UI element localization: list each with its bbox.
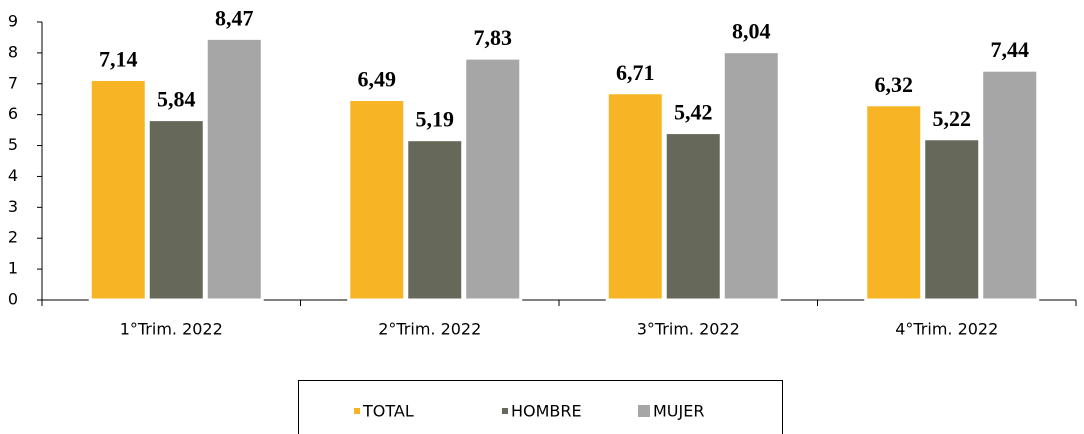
y-tick-label: 4 bbox=[8, 166, 18, 185]
bar bbox=[88, 77, 148, 302]
value-label: 5,84 bbox=[157, 87, 196, 112]
value-label: 5,22 bbox=[933, 106, 972, 131]
legend-label: MUJER bbox=[653, 402, 704, 421]
x-tick-label: 3°Trim. 2022 bbox=[637, 320, 740, 339]
value-label: 7,44 bbox=[991, 37, 1030, 62]
bar bbox=[146, 118, 206, 302]
legend-box bbox=[298, 380, 783, 434]
bar bbox=[663, 131, 723, 302]
bar bbox=[204, 36, 264, 302]
bar bbox=[405, 138, 465, 302]
value-label: 6,49 bbox=[358, 67, 397, 92]
bar bbox=[463, 56, 523, 302]
x-tick-label: 4°Trim. 2022 bbox=[895, 320, 998, 339]
legend-swatch bbox=[354, 408, 360, 414]
x-tick-label: 2°Trim. 2022 bbox=[378, 320, 481, 339]
bar bbox=[980, 68, 1040, 302]
bar bbox=[347, 98, 407, 302]
legend-swatch bbox=[502, 408, 508, 414]
y-tick-label: 7 bbox=[8, 73, 18, 92]
x-tick-label: 1°Trim. 2022 bbox=[120, 320, 223, 339]
y-tick-label: 9 bbox=[8, 12, 18, 31]
legend-swatch bbox=[638, 405, 650, 417]
value-label: 5,19 bbox=[416, 107, 455, 132]
value-label: 6,71 bbox=[616, 60, 655, 85]
value-label: 6,32 bbox=[875, 72, 914, 97]
y-tick-label: 8 bbox=[8, 42, 18, 61]
y-tick-label: 6 bbox=[8, 104, 18, 123]
value-label: 8,47 bbox=[215, 5, 254, 30]
value-label: 7,83 bbox=[474, 25, 513, 50]
y-tick-label: 5 bbox=[8, 135, 18, 154]
y-tick-label: 0 bbox=[8, 290, 18, 309]
value-label: 7,14 bbox=[99, 47, 138, 72]
y-tick-label: 3 bbox=[8, 197, 18, 216]
bar bbox=[721, 50, 781, 302]
value-label: 5,42 bbox=[674, 100, 713, 125]
value-label: 8,04 bbox=[732, 19, 771, 44]
legend-label: HOMBRE bbox=[511, 402, 582, 421]
legend-label: TOTAL bbox=[362, 402, 414, 421]
bar bbox=[922, 137, 982, 302]
bar bbox=[864, 103, 924, 302]
y-tick-label: 1 bbox=[8, 259, 18, 278]
y-tick-label: 2 bbox=[8, 228, 18, 247]
bar bbox=[605, 91, 665, 302]
